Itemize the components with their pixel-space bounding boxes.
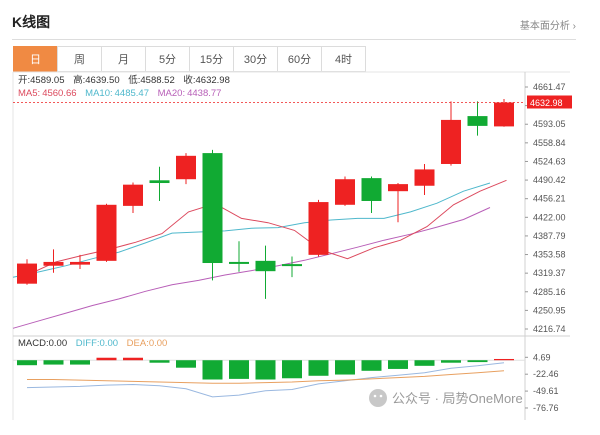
candle-down — [361, 178, 382, 201]
candle-down — [202, 153, 223, 264]
tab-week[interactable]: 周 — [57, 46, 102, 72]
dea-line — [27, 370, 505, 384]
candle-up — [176, 155, 196, 180]
last-price-badge — [527, 95, 572, 109]
macd-bar — [414, 360, 435, 366]
macd-bar — [494, 358, 514, 361]
candle-up — [335, 179, 355, 205]
header: K线图 基本面分析 › — [0, 0, 600, 40]
candle-up — [308, 202, 329, 255]
fundamental-analysis-link[interactable]: 基本面分析 › — [519, 21, 576, 32]
price-tick-label: 4285.16 — [533, 287, 566, 297]
candle-up — [43, 261, 64, 266]
macd-tick-label: 4.69 — [533, 352, 551, 362]
wechat-icon — [369, 389, 387, 407]
candle-up — [70, 261, 90, 265]
price-tick-label: 4456.21 — [533, 194, 566, 204]
diff-line — [26, 362, 505, 398]
price-tick-label: 4422.00 — [533, 212, 566, 222]
macd-bar — [17, 360, 37, 366]
watermark: 公众号 · 局势OneMore — [369, 389, 523, 407]
macd-bar — [149, 360, 170, 363]
period-tabs: 日 周 月 5分 15分 30分 60分 4时 — [13, 46, 366, 72]
macd-bar — [123, 357, 143, 361]
macd-bar — [176, 360, 196, 368]
candle-down — [149, 180, 170, 184]
macd-bar — [43, 360, 64, 365]
price-tick-label: 4319.37 — [533, 268, 566, 278]
macd-tick-label: -49.61 — [533, 386, 559, 396]
macd-panel — [13, 357, 525, 398]
macd-bar — [96, 357, 117, 361]
price-tick-label: 4661.47 — [533, 82, 566, 92]
candle-down — [282, 264, 302, 267]
moving-average-lines — [12, 179, 507, 329]
macd-bar — [441, 360, 461, 363]
candle-up — [388, 184, 408, 192]
macd-bar — [361, 360, 382, 371]
price-tick-label: 4490.42 — [533, 175, 566, 185]
price-tick-label: 4353.58 — [533, 250, 566, 260]
tab-month[interactable]: 月 — [101, 46, 146, 72]
macd-bar — [70, 360, 90, 365]
candle-down — [255, 260, 276, 272]
macd-info: MACD:0.00 DIFF:0.00 DEA:0.00 — [18, 338, 167, 349]
candle-up — [17, 263, 37, 284]
price-tick-label: 4250.95 — [533, 305, 566, 315]
ma20-line — [12, 207, 491, 329]
ohlc-info: 开:4589.05 高:4639.50 低:4588.52 收:4632.98 — [18, 74, 230, 86]
ma-info: MA5: 4560.66 MA10: 4485.47 MA20: 4438.77 — [18, 88, 221, 99]
price-tick-label: 4593.05 — [533, 119, 566, 129]
macd-bar — [388, 360, 408, 369]
candles — [17, 98, 514, 299]
price-axis: 4661.474627.264593.054558.844524.634490.… — [13, 82, 572, 413]
price-tick-label: 4216.74 — [533, 324, 566, 334]
macd-bar — [335, 360, 355, 375]
candle-up — [414, 169, 435, 186]
macd-bar — [255, 360, 276, 380]
macd-tick-label: -76.76 — [533, 403, 559, 413]
ma10-line — [12, 182, 491, 278]
tab-4hour[interactable]: 4时 — [321, 46, 366, 72]
macd-bar — [202, 360, 223, 380]
macd-bar — [229, 360, 249, 379]
macd-bar — [308, 360, 329, 376]
tab-30min[interactable]: 30分 — [233, 46, 278, 72]
price-tick-label: 4524.63 — [533, 156, 566, 166]
candle-up — [441, 119, 461, 164]
price-tick-label: 4558.84 — [533, 138, 566, 148]
price-tick-label: 4387.79 — [533, 231, 566, 241]
macd-bar — [282, 360, 302, 379]
candle-down — [467, 116, 488, 126]
candle-up — [123, 184, 143, 206]
last-price-label: 4632.98 — [530, 98, 563, 108]
page-title: K线图 — [12, 14, 51, 30]
watermark-text: 公众号 · 局势OneMore — [392, 391, 523, 406]
candle-up — [96, 204, 117, 261]
macd-tick-label: -22.46 — [533, 369, 559, 379]
header-divider — [12, 39, 576, 40]
chart-grid — [12, 71, 570, 420]
macd-bar — [467, 360, 488, 363]
candle-down — [229, 261, 249, 264]
candle-up — [494, 102, 514, 127]
